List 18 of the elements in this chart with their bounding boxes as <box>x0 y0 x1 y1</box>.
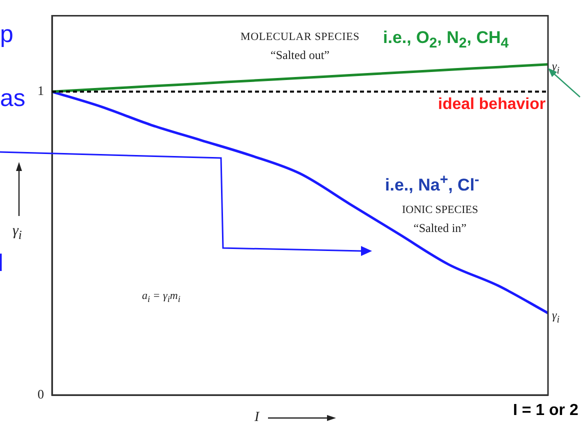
annotation: i.e., O$_{2}$, N$_{2}$, CH$_{4}$ <box>383 28 509 52</box>
annotation: MOLECULAR SPECIES <box>240 30 360 42</box>
line-series <box>50 63 550 93</box>
series-label: γ$_{i}$ <box>552 308 560 326</box>
annotation: a$_{i}$ = γ$_{i}$m$_{i}$ <box>142 290 180 304</box>
y-tick-label: 1 <box>38 83 44 98</box>
y-tick-label: 0 <box>38 386 44 402</box>
annotation: i.e., Na$^{+}$, Cl$^{-}$ <box>385 172 480 194</box>
y-axis-title: γ$_{i}$ <box>12 223 22 242</box>
annotation: “Salted in” <box>414 221 466 235</box>
text: as <box>0 85 26 112</box>
text: p <box>0 21 14 48</box>
x-axis-title: I <box>254 410 260 425</box>
annotation: “Salted out” <box>270 48 330 62</box>
line-series <box>50 90 550 314</box>
ref-line-label: ideal behavior <box>438 96 546 113</box>
annotation: IONIC SPECIES <box>402 204 478 216</box>
text: I = 1 or 2 <box>513 402 578 419</box>
